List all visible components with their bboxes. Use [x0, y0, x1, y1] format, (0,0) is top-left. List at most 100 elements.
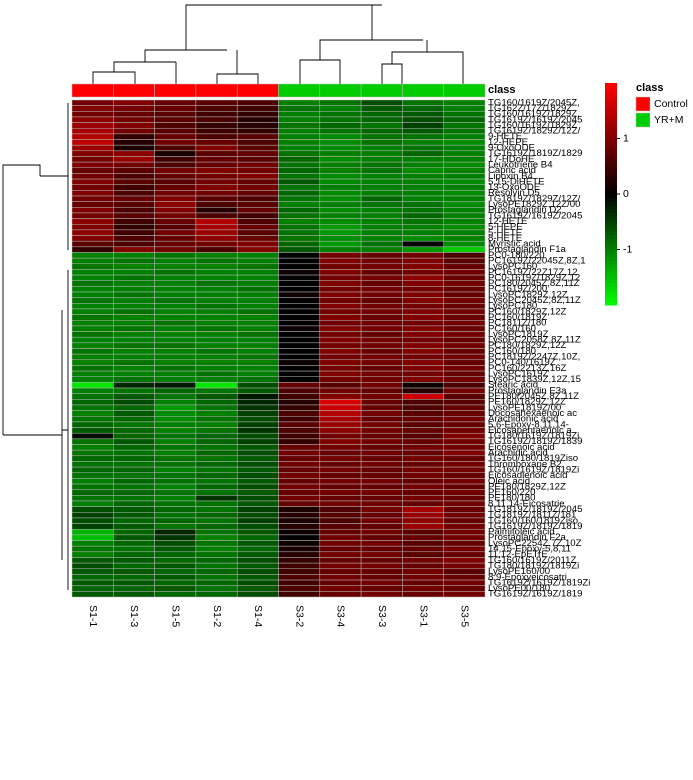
heat-cell — [236, 427, 279, 434]
heat-cell — [195, 551, 238, 558]
color-key-step — [605, 97, 617, 102]
heat-cell — [402, 280, 444, 287]
heat-cell — [360, 111, 403, 118]
heat-cell — [319, 512, 362, 519]
heat-cell — [319, 252, 362, 259]
heat-cell — [402, 218, 444, 225]
heat-cell — [154, 342, 197, 349]
heat-cell — [278, 195, 321, 202]
color-key-step — [605, 290, 617, 295]
heat-cell — [360, 393, 403, 400]
heat-cell — [360, 461, 403, 468]
heat-cell — [195, 585, 238, 592]
heat-cell — [71, 461, 114, 468]
row-label: TG1619Z/1619Z/2045 — [488, 114, 582, 125]
heat-cell — [113, 184, 155, 191]
heat-cell — [154, 404, 197, 411]
heat-cell — [195, 320, 238, 327]
heat-cell — [319, 167, 362, 174]
heat-cell — [154, 178, 197, 185]
heat-cell — [154, 540, 197, 547]
heat-cell — [402, 528, 444, 536]
row-label: PC0-1619Z/1829Z,12 — [488, 272, 580, 283]
heat-cell — [154, 280, 197, 287]
heat-cell — [402, 393, 444, 400]
color-key-step — [605, 197, 617, 202]
row-label: LysoPC1819Z — [488, 329, 549, 340]
heat-cell — [71, 201, 114, 208]
heat-cell — [236, 478, 279, 485]
heat-cell — [154, 393, 197, 400]
heat-cell — [360, 314, 403, 321]
heat-cell — [278, 585, 321, 592]
heat-cell — [154, 207, 197, 214]
heat-cell — [71, 314, 114, 321]
heat-cell — [236, 144, 279, 152]
heat-cell — [195, 393, 238, 400]
heat-cell — [319, 528, 362, 536]
heat-cell — [443, 122, 486, 129]
heat-cell — [443, 534, 486, 541]
row-label: TG1619Z/1619Z/2045 — [488, 210, 582, 221]
heat-cell — [71, 224, 114, 231]
heat-cell — [402, 348, 444, 355]
heat-cell — [71, 161, 114, 169]
heat-cell — [154, 116, 197, 123]
heat-cell — [278, 139, 321, 146]
row-label: 8,9-Epoxyeicosatri — [488, 572, 567, 583]
heat-cell — [360, 325, 403, 332]
heat-cell — [319, 229, 362, 236]
heat-cell — [360, 122, 403, 129]
heat-cell — [154, 224, 197, 231]
heat-cell — [360, 455, 403, 462]
heat-cell — [195, 517, 238, 524]
heat-cell — [319, 472, 362, 479]
column-label: S1-3 — [128, 605, 140, 627]
heat-cell — [319, 257, 362, 265]
heat-cell — [71, 399, 114, 406]
heat-cell — [360, 195, 403, 202]
row-label: TG160/160/1819Ziso — [488, 515, 578, 526]
heat-cell — [236, 235, 279, 242]
heat-cell — [319, 416, 362, 423]
heat-cell — [443, 404, 486, 411]
heat-cell — [236, 528, 279, 536]
heat-cell — [443, 252, 486, 259]
row-label: LysoPE00/180 — [488, 583, 550, 594]
heat-cell — [402, 308, 444, 315]
heat-cell — [278, 410, 321, 417]
heat-cell — [360, 190, 403, 197]
heat-cell — [319, 438, 362, 445]
heat-cell — [319, 466, 362, 473]
row-label: PC1619Z/22Z17Z,12 — [488, 267, 578, 278]
heat-cell — [319, 269, 362, 276]
heat-cell — [154, 286, 197, 293]
row-label: 8-HETE — [488, 233, 522, 244]
heat-cell — [360, 574, 403, 581]
heat-cell — [402, 495, 444, 502]
heat-cell — [360, 591, 403, 598]
heat-cell — [236, 399, 279, 406]
color-key-step — [605, 297, 617, 302]
heat-cell — [443, 568, 486, 575]
heat-cell — [278, 579, 321, 586]
heat-cell — [195, 466, 238, 473]
row-label: Eicosapentaenoic a — [488, 425, 572, 436]
color-key-step — [605, 134, 617, 139]
heat-cell — [278, 376, 321, 383]
heat-cell — [195, 387, 238, 394]
heat-cell — [154, 449, 197, 457]
heat-cell — [195, 336, 238, 344]
heat-cell — [195, 562, 238, 570]
heat-cell — [402, 116, 444, 123]
heat-cell — [319, 568, 362, 575]
row-label: LysoPC1839Z,12Z,15 — [488, 374, 581, 385]
heat-cell — [319, 178, 362, 185]
heat-cell — [113, 585, 155, 592]
heat-cell — [113, 224, 155, 231]
heat-cell — [195, 432, 238, 440]
heat-cell — [236, 534, 279, 541]
heat-cell — [319, 393, 362, 400]
heat-cell — [278, 466, 321, 473]
heat-cell — [319, 517, 362, 524]
